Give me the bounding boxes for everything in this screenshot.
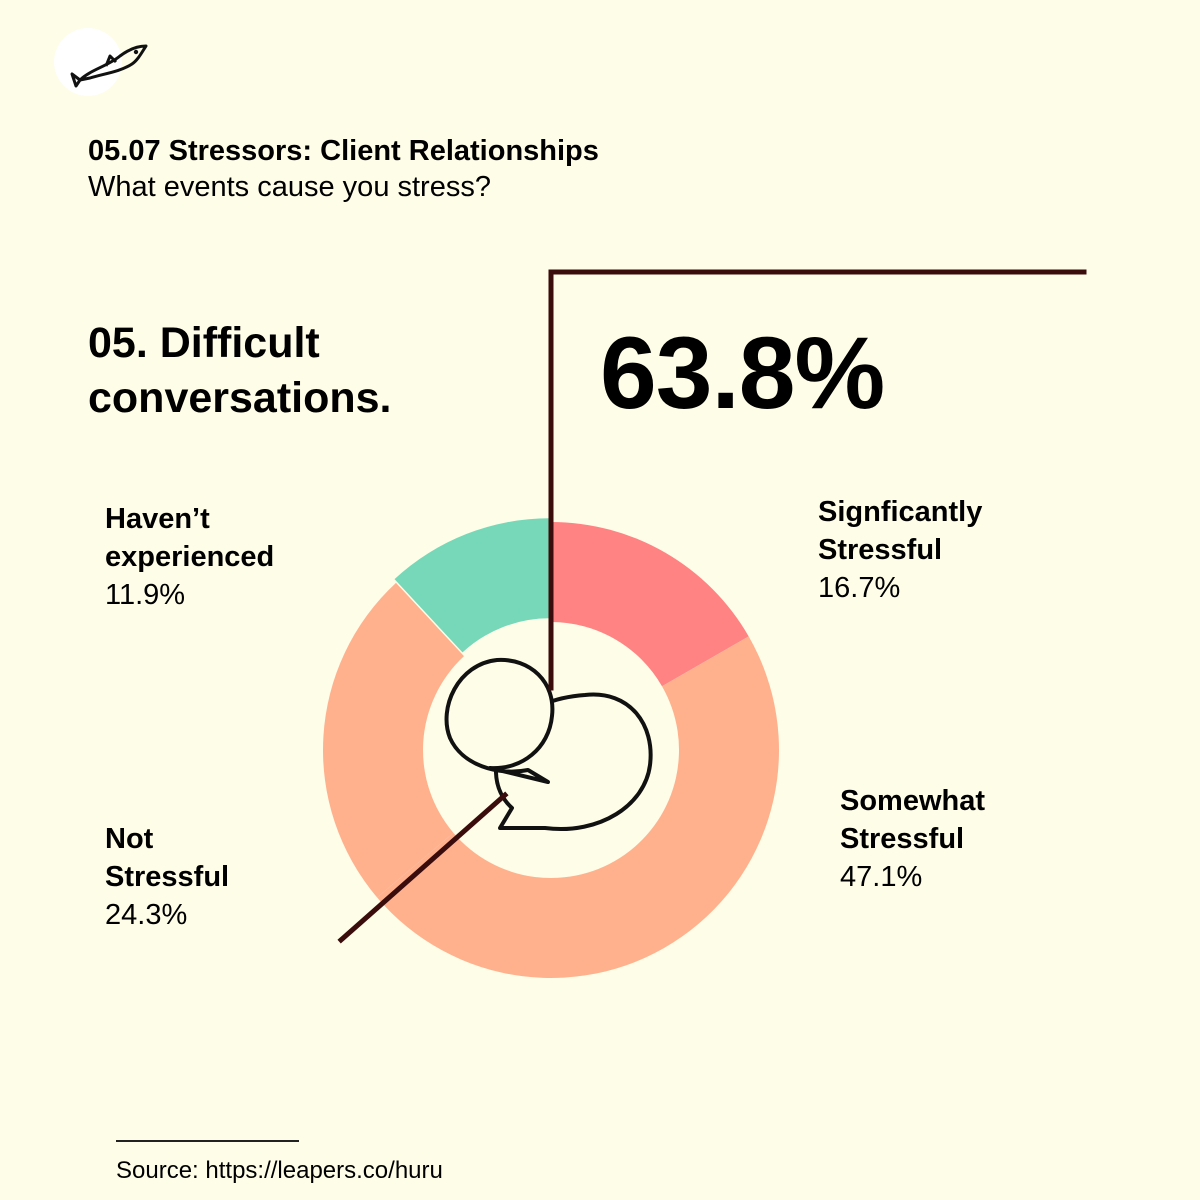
label-value: 11.9% [105,579,186,611]
label-havent-experienced: Haven’t experienced 11.9% [105,500,274,614]
page-title: 05.07 Stressors: Client Relationships [88,135,599,167]
slice-havent-experienced [394,518,550,653]
label-somewhat-stressful: Somewhat Stressful 47.1% [840,782,985,896]
leader-lines [337,269,1087,944]
leader-line-top [548,269,1087,691]
label-name-line-2: Stressful [818,534,943,566]
slice-not-stressful [323,582,464,898]
label-name-line-1: Signficantly [818,496,983,528]
label-name-line-2: Stressful [105,861,230,893]
topic-line-2: conversations. [88,374,392,422]
speech-bubbles-icon [444,657,653,831]
label-name-line-1: Haven’t [105,503,210,535]
leader-line-bottom [337,791,509,944]
header: 05.07 Stressors: Client Relationships Wh… [88,133,599,205]
topic-line-1: 05. Difficult [88,319,320,367]
fish-icon [54,28,148,96]
label-name-line-1: Not [105,823,154,855]
label-value: 47.1% [840,861,923,893]
label-value: 16.7% [818,572,901,604]
label-not-stressful: Not Stressful 24.3% [105,820,229,934]
label-significantly-stressful: Signficantly Stressful 16.7% [818,493,982,607]
page-subtitle: What events cause you stress? [88,171,491,203]
highlight-value: 63.8% [600,316,885,430]
label-name-line-2: Stressful [840,823,965,855]
label-name-line-1: Somewhat [840,785,986,817]
center-icon [444,657,653,831]
source-text: Source: https://leapers.co/huru [116,1157,443,1184]
label-name-line-2: experienced [105,541,275,573]
source-divider [116,1140,299,1142]
logo [50,26,150,96]
slice-significantly-stressful [551,522,749,687]
label-value: 24.3% [105,899,188,931]
topic-heading: 05. Difficult conversations. [88,316,508,426]
slice-somewhat-stressful [377,636,779,978]
